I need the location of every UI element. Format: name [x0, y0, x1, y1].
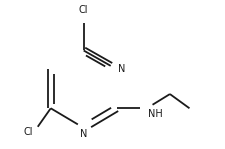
- Text: Cl: Cl: [23, 127, 33, 137]
- Text: N: N: [80, 129, 87, 139]
- Text: N: N: [117, 64, 125, 74]
- Text: Cl: Cl: [79, 5, 88, 15]
- Text: NH: NH: [147, 109, 162, 119]
